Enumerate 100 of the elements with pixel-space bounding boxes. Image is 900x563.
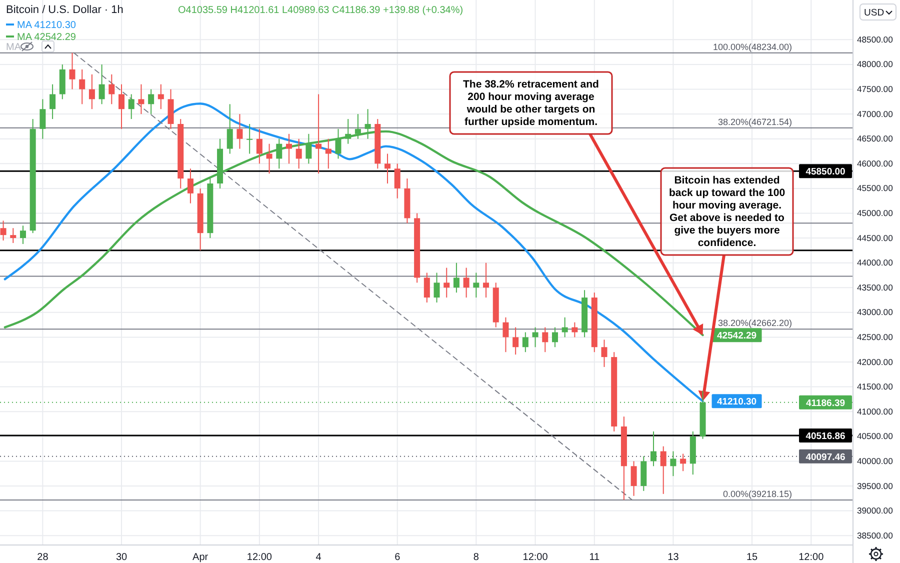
candlestick	[266, 143, 272, 174]
x-tick-label: 12:00	[798, 552, 824, 563]
candlestick	[532, 326, 538, 348]
text: O41035.59 H41201.61 L40989.63 C41186.39 +139.88 (+0.34%)	[178, 5, 464, 16]
candlestick	[680, 453, 686, 472]
y-tick-label: 42500.00	[857, 332, 894, 342]
candlestick	[88, 74, 95, 110]
y-tick-label: 44500.00	[857, 232, 894, 243]
x-tick-label: 15	[746, 552, 758, 563]
ref-line-label: 41186.39	[806, 398, 846, 409]
x-tick-label: 28	[37, 552, 49, 563]
candlestick	[542, 326, 548, 353]
candlestick	[20, 225, 26, 244]
y-tick-label: 41000.00	[857, 406, 894, 416]
candlestick	[660, 446, 666, 494]
y-tick-label: 45000.00	[857, 208, 894, 218]
candlestick	[630, 460, 637, 496]
candlestick	[158, 84, 164, 110]
y-tick-label: 42000.00	[857, 356, 894, 367]
ref-line-label: 100.00%(48234.00)	[712, 42, 792, 52]
ref-line-label: 0.00%(39218.15)	[722, 488, 792, 499]
candlestick	[670, 450, 676, 477]
candlestick	[434, 272, 440, 303]
legend-label: MA 42542.29	[17, 32, 76, 43]
candlestick	[40, 98, 46, 140]
candlestick	[246, 123, 253, 154]
ref-line-label: 45850.00	[806, 166, 846, 178]
candlestick	[522, 332, 528, 353]
x-tick-label: 30	[116, 552, 128, 563]
y-tick-label: 46000.00	[857, 158, 894, 168]
candlestick	[572, 322, 578, 338]
y-tick-label: 40000.00	[857, 456, 894, 466]
candlestick	[325, 138, 332, 170]
candlestick	[98, 64, 105, 105]
y-tick-label: 46500.00	[857, 134, 894, 144]
candlestick	[276, 138, 282, 170]
candlestick	[256, 128, 262, 164]
annotation: MA	[6, 42, 22, 53]
data-label: 42542.29	[716, 330, 757, 342]
candlestick	[502, 316, 509, 353]
ref-line-label: 38.20%(46721.54)	[718, 116, 792, 127]
candlestick	[0, 220, 6, 242]
legend-label: MA 41210.30	[17, 20, 76, 31]
candlestick	[306, 133, 312, 164]
y-tick-label: 47500.00	[857, 84, 894, 94]
candlestick	[463, 267, 470, 298]
y-tick-label: 45500.00	[857, 183, 894, 194]
candlestick	[562, 316, 568, 338]
y-tick-label: 47000.00	[857, 108, 894, 119]
y-tick-label: 39000.00	[857, 506, 894, 516]
candlestick	[148, 88, 154, 115]
annotation: The 38.2% retracement and 200 hour moving average would be other targets on further upside momentum.	[463, 78, 599, 128]
y-axis-title: USD	[864, 8, 884, 18]
x-tick-label: 6	[394, 552, 401, 563]
x-tick-label: 8	[473, 552, 480, 563]
candlestick	[650, 430, 656, 467]
data-label: 41210.30	[716, 396, 757, 408]
candlestick	[108, 74, 115, 105]
candlestick	[128, 94, 134, 120]
candlestick	[483, 262, 490, 298]
candlestick	[424, 272, 430, 303]
y-tick-label: 38500.00	[857, 530, 894, 540]
candlestick	[226, 104, 233, 154]
y-tick-label: 39500.00	[857, 480, 894, 491]
candlestick	[236, 114, 243, 150]
candlestick	[296, 138, 302, 170]
ref-line-label: 40097.46	[806, 452, 846, 463]
x-tick-label: 12:00	[522, 552, 548, 563]
candlestick	[444, 267, 450, 298]
candlestick	[453, 262, 460, 294]
candlestick	[118, 84, 125, 130]
chart-title: Bitcoin / U.S. Dollar · 1h	[6, 4, 124, 16]
candlestick	[394, 163, 400, 199]
ref-line-label: 38.20%(42662.20)	[718, 318, 792, 328]
candlestick	[187, 168, 194, 204]
x-tick-label: 12:00	[246, 552, 272, 563]
y-tick-label: 48000.00	[857, 59, 894, 70]
candlestick	[79, 68, 86, 105]
annotation: Bitcoin has extended back up toward the 100 hour moving average. Get above is needed to give the buyers more confidence.	[668, 174, 786, 249]
x-tick-label: 13	[668, 552, 680, 563]
x-tick-label: 4	[316, 552, 322, 563]
y-tick-label: 43000.00	[857, 307, 894, 318]
y-tick-label: 40500.00	[857, 431, 894, 442]
y-tick-label: 44000.00	[857, 258, 894, 268]
x-tick-label: 11	[589, 552, 600, 563]
ref-line-label: 40516.86	[806, 431, 846, 442]
candlestick	[601, 339, 608, 368]
y-tick-label: 48500.00	[857, 34, 894, 44]
y-tick-label: 43500.00	[857, 282, 894, 292]
candlestick	[384, 153, 391, 184]
candlestick	[69, 52, 76, 90]
candlestick	[512, 326, 519, 356]
candlestick	[473, 272, 480, 298]
candlestick	[286, 133, 292, 164]
candlestick	[50, 84, 56, 120]
x-tick-label: Apr	[192, 552, 209, 563]
candlestick	[316, 94, 322, 174]
candlestick	[138, 84, 144, 115]
candlestick	[552, 326, 558, 348]
y-tick-label: 41500.00	[857, 382, 894, 392]
